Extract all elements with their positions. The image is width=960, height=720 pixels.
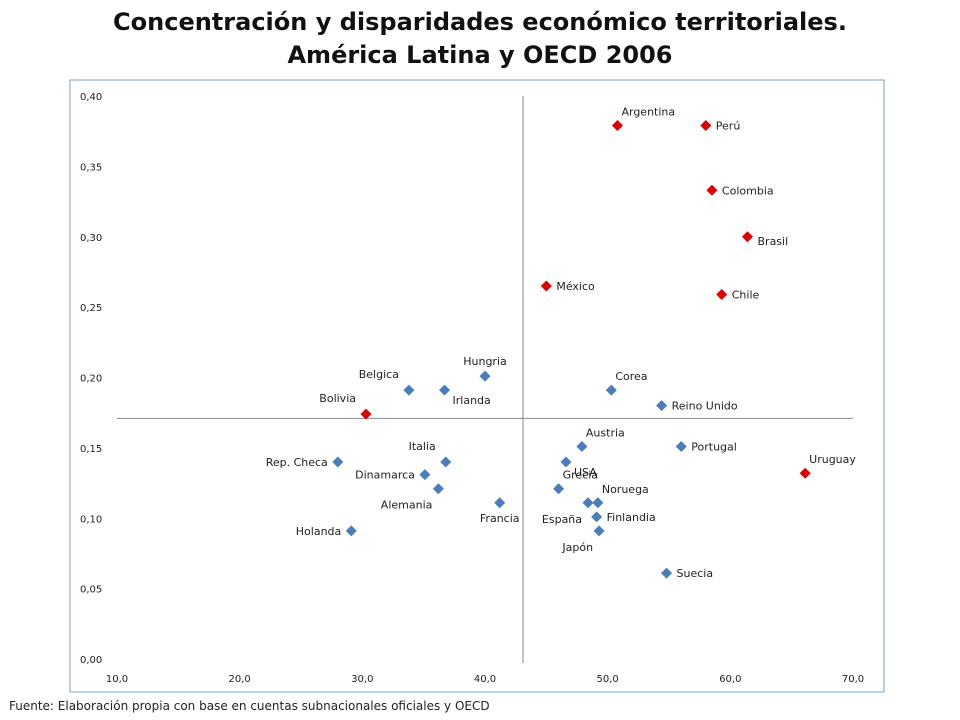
chart-title-line-2: América Latina y OECD 2006 [287,41,673,69]
point-brasil [742,231,754,243]
point-japon [593,525,605,537]
point-rep-checa [332,456,344,468]
chart-title: Concentración y disparidades económico t… [0,6,960,72]
label-hungria: Hungria [463,355,507,368]
point-austria [576,440,588,452]
y-tick-label: 0,35 [80,162,102,173]
label-espana: España [542,513,582,526]
point-mexico [540,280,552,292]
x-tick-label: 60,0 [719,674,741,685]
x-tick-label: 70,0 [842,674,864,685]
x-tick-label: 50,0 [597,674,619,685]
label-corea: Corea [615,370,647,383]
y-tick-label: 0,25 [80,303,102,314]
point-grecia [553,483,565,495]
label-irlanda: Irlanda [453,394,491,407]
chart-title-line-1: Concentración y disparidades económico t… [113,8,847,36]
point-portugal [675,440,687,452]
tick-labels: 10,0 20,0 30,0 40,0 50,0 60,0 70,0 0,00 0,05 0,10… [80,92,864,685]
point-peru [700,120,712,132]
label-reino-unido: Reino Unido [672,400,738,413]
label-uruguay: Uruguay [809,453,856,466]
label-rep-checa: Rep. Checa [266,456,328,469]
point-corea [605,384,617,396]
label-japon: Japón [561,541,593,554]
point-irlanda [439,384,451,396]
point-italia [440,456,452,468]
source-note: Fuente: Elaboración propia con base en c… [9,699,490,713]
point-bolivia [360,408,372,420]
x-tick-label: 30,0 [351,674,373,685]
label-francia: Francia [480,512,520,525]
x-tick-label: 20,0 [229,674,251,685]
label-portugal: Portugal [691,440,737,453]
axes [117,96,853,663]
point-usa [560,456,572,468]
label-holanda: Holanda [296,525,342,538]
label-argentina: Argentina [621,106,675,119]
plot-frame [69,79,885,693]
point-hungria [479,370,491,382]
point-noruega [592,497,604,509]
label-suecia: Suecia [677,567,714,580]
point-labels: Argentina Perú Colombia Brasil Chile México Bo… [266,106,857,581]
label-alemania: Alemania [381,499,433,512]
label-finlandia: Finlandia [607,511,656,524]
point-holanda [345,525,357,537]
label-peru: Perú [716,120,741,133]
y-tick-label: 0,00 [80,655,102,666]
label-noruega: Noruega [602,483,649,496]
label-usa: USA [574,466,597,479]
label-colombia: Colombia [722,184,774,197]
y-tick-label: 0,05 [80,585,102,596]
point-belgica [403,384,415,396]
label-italia: Italia [409,440,436,453]
label-brasil: Brasil [758,235,789,248]
label-belgica: Belgica [359,368,399,381]
point-francia [494,497,506,509]
label-chile: Chile [732,288,760,301]
point-dinamarca [419,469,431,481]
point-reino-unido [656,400,668,412]
point-uruguay [799,467,811,479]
point-colombia [706,184,718,196]
x-tick-label: 40,0 [474,674,496,685]
label-bolivia: Bolivia [319,392,356,405]
point-finlandia [591,511,603,523]
y-tick-label: 0,40 [80,92,102,103]
point-espana [582,497,594,509]
x-tick-label: 10,0 [106,674,128,685]
y-tick-label: 0,30 [80,233,102,244]
point-suecia [661,567,673,579]
label-grecia: Grecia [563,469,598,482]
y-tick-label: 0,10 [80,514,102,525]
y-tick-label: 0,15 [80,444,102,455]
point-alemania [432,483,444,495]
point-argentina [611,120,623,132]
y-tick-label: 0,20 [80,374,102,385]
label-mexico: México [556,280,595,293]
label-austria: Austria [586,426,625,439]
data-points [332,120,811,579]
label-dinamarca: Dinamarca [355,469,415,482]
point-chile [716,288,728,300]
